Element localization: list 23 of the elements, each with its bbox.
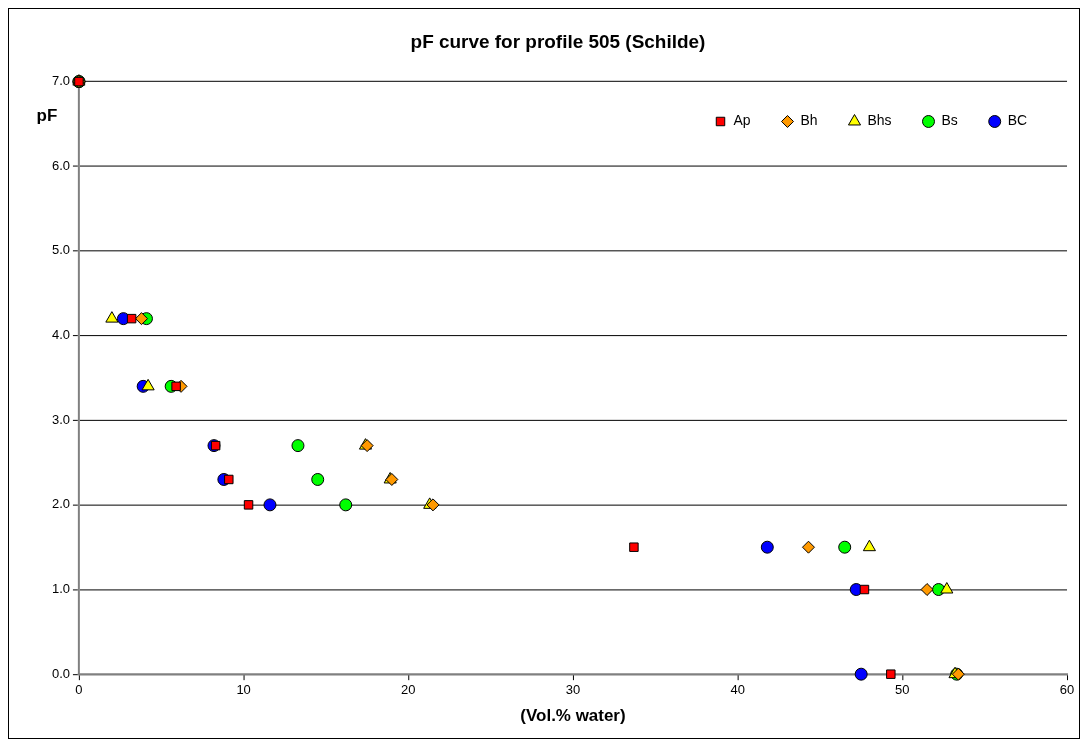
x-tick-label: 0 (75, 682, 83, 698)
x-tick-label: 10 (236, 682, 251, 698)
y-tick-label: 7.0 (51, 73, 70, 89)
chart-title: pF curve for profile 505 (Schilde) (410, 30, 706, 52)
y-tick-label: 5.0 (51, 242, 70, 258)
legend-label: BC (1007, 112, 1028, 129)
x-tick-label: 30 (565, 682, 581, 698)
x-tick-label: 60 (1059, 682, 1075, 698)
legend-label: Bs (941, 112, 958, 129)
y-tick-label: 0.0 (51, 665, 70, 681)
y-tick-label: 6.0 (51, 157, 70, 173)
x-axis-title: (Vol.% water) (520, 705, 626, 725)
x-tick-label: 40 (730, 682, 745, 698)
y-tick-label: 2.0 (51, 496, 70, 512)
y-tick-label: 1.0 (51, 581, 70, 597)
legend-label: Ap (733, 112, 751, 129)
legend-label: Bh (800, 112, 818, 129)
x-tick-label: 20 (401, 682, 416, 698)
y-tick-label: 3.0 (51, 411, 70, 427)
x-tick-label: 50 (895, 682, 910, 698)
y-axis-title: pF (36, 106, 58, 126)
y-tick-label: 4.0 (51, 327, 70, 343)
legend-label: Bhs (867, 112, 892, 129)
